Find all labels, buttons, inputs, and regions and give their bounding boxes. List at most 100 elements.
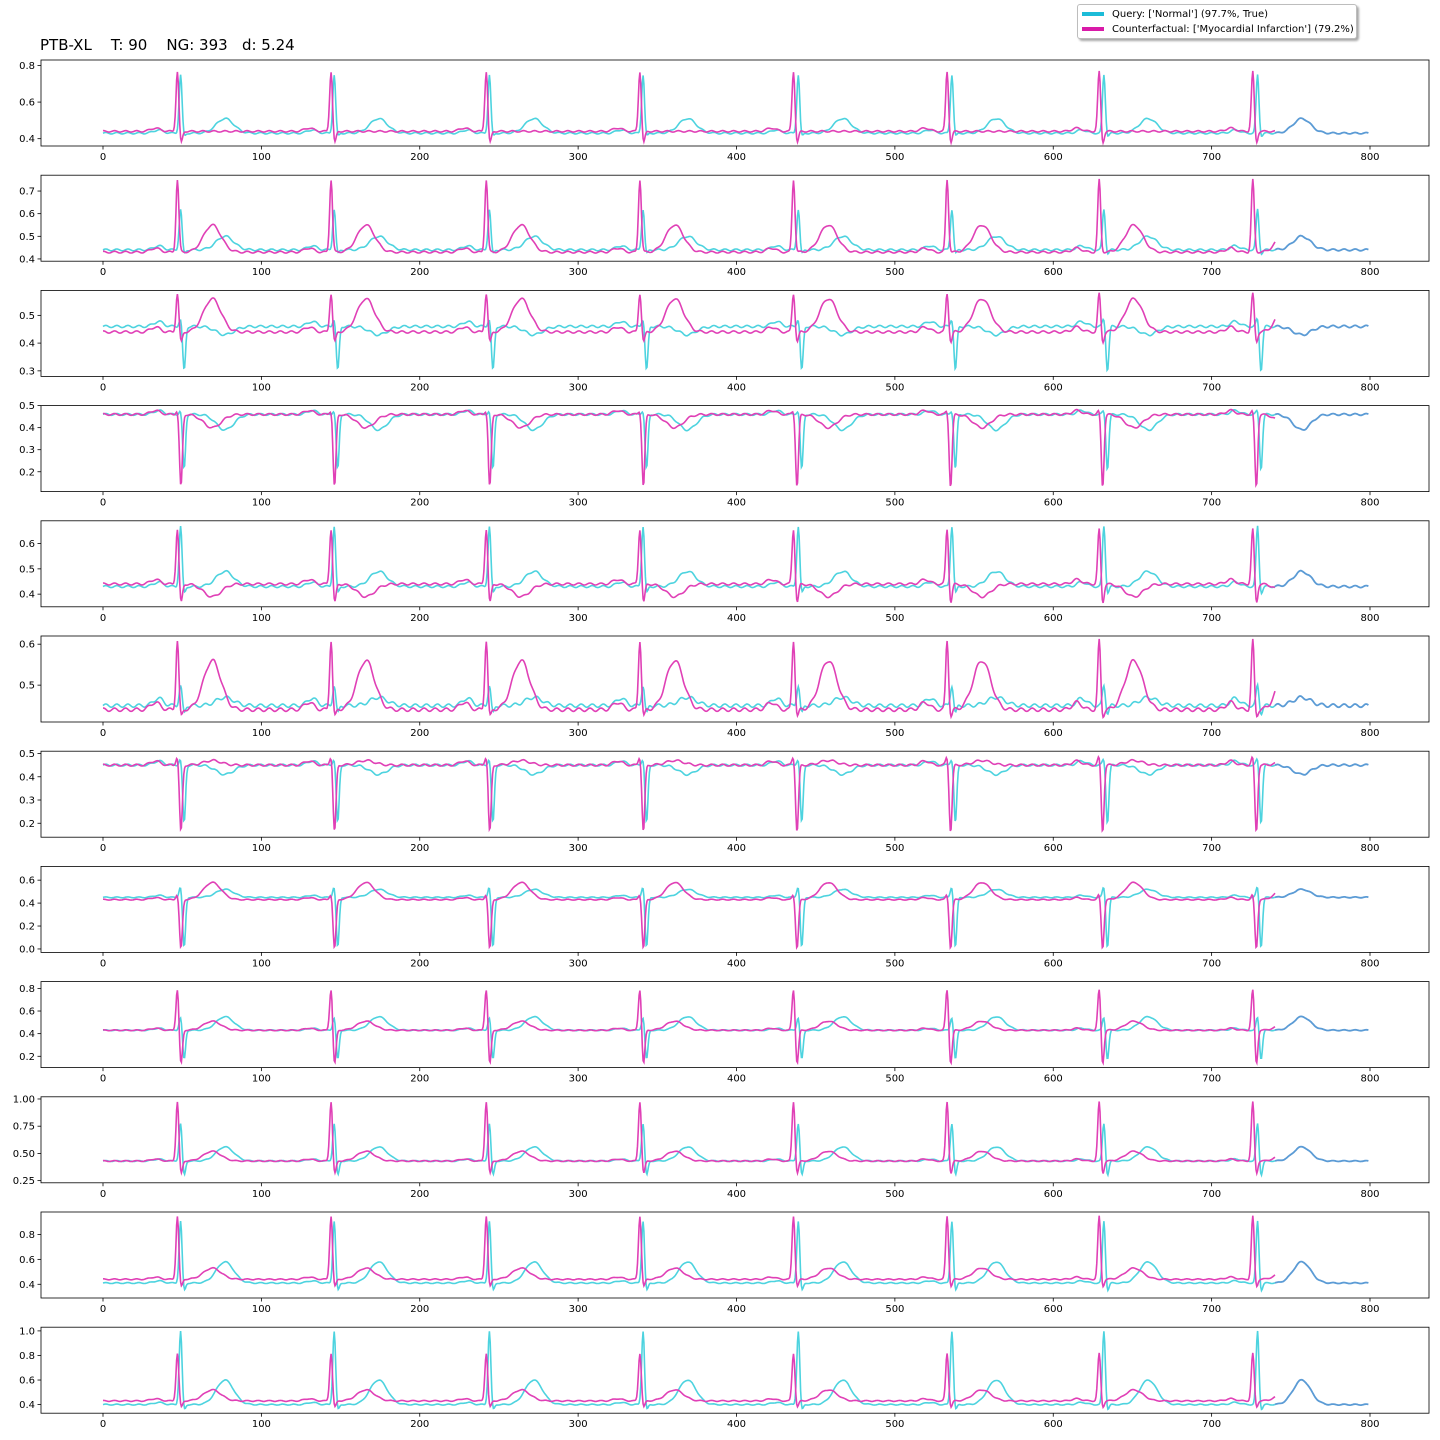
x-tick-label: 300 [569,1074,588,1085]
x-tick-label: 500 [885,267,904,278]
x-tick-label: 0 [100,613,106,624]
y-tick-label: 0.50 [13,1149,35,1160]
x-tick-label: 300 [569,1304,588,1315]
lead-panel-3: 0 100 200 300 400 500 600 700 800 0.3 0.4 0.5 [19,289,1430,393]
x-tick-label: 300 [569,728,588,739]
y-tick-label: 0.8 [19,61,35,72]
x-tick-label: 100 [252,1304,271,1315]
x-tick-label: 600 [1044,728,1063,739]
y-tick-label: 0.6 [19,876,35,887]
lead-panel-4: 0 100 200 300 400 500 600 700 800 0.2 0.3 0.4 0.5 [19,401,1430,509]
series-counterfactual [103,1352,1276,1410]
x-tick-label: 100 [252,498,271,509]
x-tick-label: 800 [1360,1304,1379,1315]
lead-panel-11: 0 100 200 300 400 500 600 700 800 0.4 0.6 0.8 [19,1211,1430,1315]
x-tick-label: 0 [100,498,106,509]
x-tick-label: 800 [1360,958,1379,969]
x-tick-label: 300 [569,613,588,624]
legend-item-counterfactual: Counterfactual: ['Myocardial Infarction'… [1082,22,1354,36]
x-tick-label: 700 [1202,613,1221,624]
x-tick-label: 500 [885,1074,904,1085]
y-tick-label: 0.6 [19,98,35,109]
lead-panel-7: 0 100 200 300 400 500 600 700 800 0.2 0.3 0.4 0.5 [19,749,1430,854]
series-counterfactual [102,70,1276,146]
x-tick-label: 700 [1202,1419,1221,1430]
y-tick-label: 0.4 [19,254,35,265]
y-tick-label: 0.5 [19,564,35,575]
x-tick-label: 300 [569,382,588,393]
x-tick-label: 500 [885,613,904,624]
series-overlap [1274,1378,1369,1406]
series-counterfactual [103,178,1276,254]
x-tick-label: 200 [410,498,429,509]
y-tick-label: 0.5 [19,311,35,322]
y-tick-label: 0.6 [19,209,35,220]
series-counterfactual [103,292,1276,346]
page-title: PTB-XL T: 90 NG: 393 d: 5.24 [40,36,295,54]
x-tick-label: 300 [569,152,588,163]
x-tick-label: 600 [1044,267,1063,278]
series-query [102,1330,1276,1411]
series-overlap [1274,412,1369,431]
x-tick-label: 500 [885,1189,904,1200]
x-tick-label: 400 [727,613,746,624]
legend-swatch-counterfactual [1082,27,1104,31]
y-tick-label: 0.3 [19,796,35,807]
x-tick-label: 800 [1360,1189,1379,1200]
x-tick-label: 100 [252,1189,271,1200]
x-tick-label: 300 [569,1419,588,1430]
y-tick-label: 0.75 [13,1122,35,1133]
series-query [102,1123,1276,1178]
lead-panel-6: 0 100 200 300 400 500 600 700 800 0.5 0.6 [19,635,1430,739]
lead-panel-5: 0 100 200 300 400 500 600 700 800 0.4 0.5 0.6 [19,520,1430,624]
plot-frame [40,1326,1430,1414]
y-tick-label: 0.7 [19,187,35,198]
x-tick-label: 200 [410,958,429,969]
y-tick-label: 0.2 [19,1052,35,1063]
y-tick-label: 0.6 [19,640,35,651]
series-overlap [1274,117,1369,135]
x-tick-label: 800 [1360,152,1379,163]
y-tick-label: 0.4 [19,899,35,910]
x-tick-label: 400 [727,152,746,163]
y-tick-label: 0.6 [19,1007,35,1018]
x-tick-label: 100 [252,152,271,163]
series-query [102,886,1276,948]
series-counterfactual [102,755,1276,833]
x-tick-label: 100 [252,958,271,969]
y-tick-label: 0.4 [19,1029,35,1040]
x-tick-label: 200 [410,1189,429,1200]
y-tick-label: 0.4 [19,772,35,783]
x-tick-label: 100 [252,613,271,624]
x-tick-label: 0 [100,843,106,854]
x-tick-label: 400 [727,843,746,854]
x-tick-label: 600 [1044,843,1063,854]
legend-swatch-query [1082,12,1104,16]
x-tick-label: 400 [727,728,746,739]
series-query [102,1220,1276,1293]
series-overlap [1274,888,1369,899]
y-tick-label: 0.6 [19,1255,35,1266]
y-tick-label: 0.4 [19,339,35,350]
x-tick-label: 400 [727,1304,746,1315]
y-tick-label: 0.5 [19,401,35,412]
x-tick-label: 600 [1044,1419,1063,1430]
plot-frame [40,405,1430,493]
y-tick-label: 0.8 [19,1351,35,1362]
x-tick-label: 200 [410,152,429,163]
x-tick-label: 600 [1044,613,1063,624]
plot-frame [40,866,1430,953]
series-counterfactual [103,1215,1276,1289]
x-tick-label: 700 [1202,152,1221,163]
x-tick-label: 0 [100,382,106,393]
series-query [102,757,1276,826]
x-tick-label: 500 [885,152,904,163]
x-tick-label: 600 [1044,1304,1063,1315]
x-tick-label: 0 [100,728,106,739]
x-tick-label: 0 [100,267,106,278]
x-tick-label: 200 [410,728,429,739]
y-tick-label: 0.0 [19,944,35,955]
series-query [102,681,1276,717]
x-tick-label: 800 [1360,498,1379,509]
